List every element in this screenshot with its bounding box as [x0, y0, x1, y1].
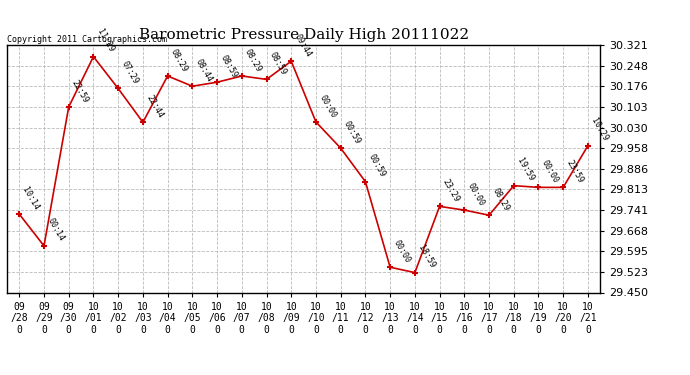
Text: 00:59: 00:59	[367, 153, 387, 179]
Text: 18:59: 18:59	[416, 244, 437, 270]
Text: 00:00: 00:00	[540, 158, 560, 184]
Text: 23:59: 23:59	[564, 158, 585, 184]
Text: 00:59: 00:59	[342, 119, 362, 146]
Text: 00:14: 00:14	[46, 217, 66, 243]
Text: 09:44: 09:44	[293, 32, 313, 58]
Title: Barometric Pressure Daily High 20111022: Barometric Pressure Daily High 20111022	[139, 28, 469, 42]
Text: 08:29: 08:29	[169, 47, 189, 73]
Text: 19:59: 19:59	[515, 157, 535, 183]
Text: 10:29: 10:29	[589, 117, 610, 143]
Text: 00:00: 00:00	[391, 238, 412, 264]
Text: 23:29: 23:29	[441, 177, 462, 204]
Text: 22:59: 22:59	[70, 78, 90, 104]
Text: 08:59: 08:59	[268, 51, 288, 76]
Text: 08:59: 08:59	[219, 53, 239, 80]
Text: 07:29: 07:29	[119, 60, 140, 86]
Text: 00:00: 00:00	[466, 181, 486, 207]
Text: 00:00: 00:00	[317, 93, 337, 119]
Text: Copyright 2011 Cartographics.com: Copyright 2011 Cartographics.com	[7, 35, 167, 44]
Text: 11:29: 11:29	[95, 28, 115, 54]
Text: 22:44: 22:44	[144, 93, 165, 120]
Text: 08:29: 08:29	[491, 186, 511, 212]
Text: 10:14: 10:14	[21, 185, 41, 211]
Text: 08:29: 08:29	[243, 47, 264, 73]
Text: 08:44: 08:44	[194, 57, 214, 83]
